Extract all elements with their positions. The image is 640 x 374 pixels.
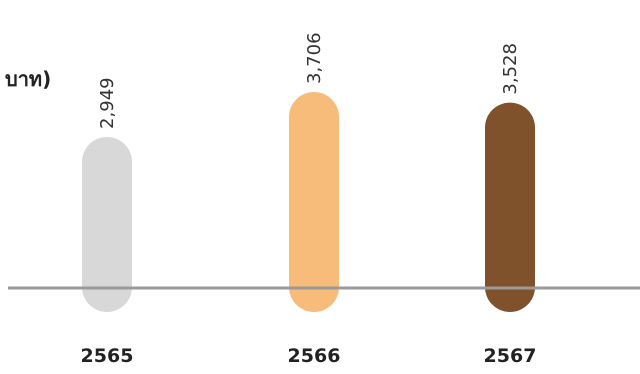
value-label-2566: 3,706 <box>304 32 325 84</box>
value-label-2567: 3,528 <box>500 43 521 95</box>
category-label-2565: 2565 <box>81 345 134 367</box>
bars-group <box>82 92 535 312</box>
value-labels-group: 2,949 3,706 3,528 <box>97 32 521 128</box>
category-label-2567: 2567 <box>484 345 537 367</box>
category-labels-group: 2565 2566 2567 <box>81 345 537 367</box>
category-label-2566: 2566 <box>288 345 341 367</box>
bar-2565 <box>82 136 132 312</box>
value-label-2565: 2,949 <box>97 77 118 129</box>
bar-2566 <box>289 92 339 312</box>
bar-2567 <box>485 102 535 312</box>
y-axis-unit-label: บาท) <box>5 67 51 91</box>
